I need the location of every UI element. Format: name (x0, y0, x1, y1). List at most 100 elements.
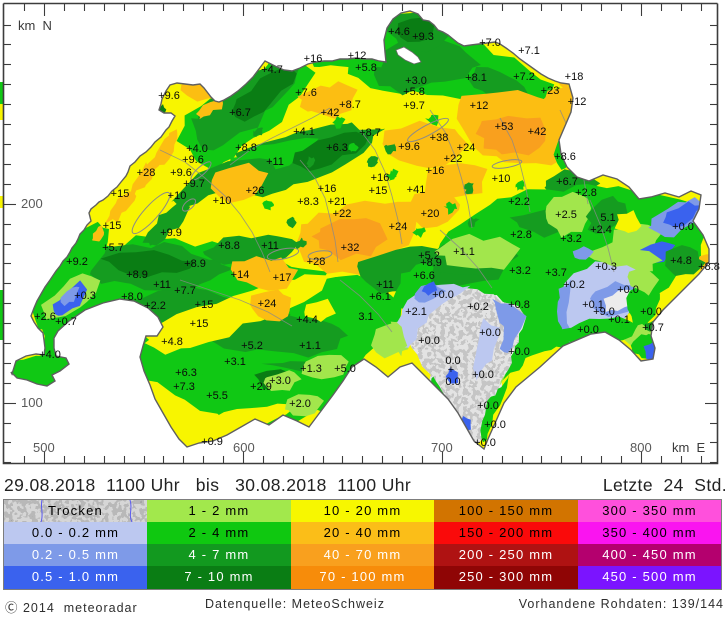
svg-text:+0.7: +0.7 (642, 322, 664, 334)
svg-text:+0.0: +0.0 (672, 221, 694, 233)
svg-text:+8.0: +8.0 (121, 291, 143, 303)
svg-text:+8.3: +8.3 (297, 196, 319, 208)
svg-text:+18: +18 (565, 71, 584, 83)
svg-text:0.0: 0.0 (445, 355, 460, 367)
svg-text:+4.8: +4.8 (161, 336, 183, 348)
svg-text:+11: +11 (261, 240, 279, 252)
svg-text:+24: +24 (258, 298, 277, 310)
svg-text:+21: +21 (328, 196, 347, 208)
svg-text:+8.7: +8.7 (339, 99, 361, 111)
svg-text:+0.0: +0.0 (479, 327, 501, 339)
svg-text:+3.0: +3.0 (269, 375, 291, 387)
svg-text:+15: +15 (103, 220, 122, 232)
svg-text:700: 700 (431, 440, 453, 455)
svg-text:+16: +16 (318, 183, 337, 195)
svg-text:+0.0: +0.0 (432, 289, 454, 301)
svg-text:+3.2: +3.2 (560, 233, 582, 245)
svg-text:+10: +10 (492, 173, 511, 185)
svg-text:+20: +20 (421, 208, 440, 220)
svg-text:+5.2: +5.2 (418, 250, 440, 262)
svg-text:+3.2: +3.2 (509, 265, 531, 277)
svg-text:+2.9: +2.9 (250, 381, 272, 393)
svg-text:+0.0: +0.0 (484, 419, 506, 431)
svg-text:+7.2: +7.2 (513, 71, 535, 83)
svg-text:+5.5: +5.5 (206, 390, 228, 402)
svg-text:+9.3: +9.3 (412, 31, 434, 43)
svg-text:+2.8: +2.8 (510, 229, 532, 241)
svg-text:+7.6: +7.6 (295, 87, 317, 99)
svg-text:+4.0: +4.0 (186, 143, 208, 155)
svg-text:+1.1: +1.1 (453, 246, 475, 258)
svg-text:+0.0: +0.0 (640, 306, 662, 318)
svg-text:+9.2: +9.2 (66, 256, 88, 268)
svg-text:+5.8: +5.8 (355, 62, 377, 74)
svg-text:+0.0: +0.0 (577, 324, 599, 336)
svg-text:+42: +42 (528, 126, 547, 138)
svg-text:+32: +32 (341, 242, 360, 254)
svg-text:+26: +26 (246, 185, 265, 197)
svg-text:+1.1: +1.1 (299, 340, 321, 352)
svg-text:+0.2: +0.2 (467, 301, 489, 313)
svg-text:+8.1: +8.1 (465, 72, 487, 84)
svg-text:+3.7: +3.7 (545, 267, 567, 279)
svg-text:+9.7: +9.7 (403, 100, 425, 112)
svg-text:+0.1: +0.1 (608, 314, 630, 326)
svg-text:+3.1: +3.1 (224, 356, 246, 368)
svg-text:+23: +23 (541, 85, 560, 97)
svg-text:+5.8: +5.8 (403, 86, 425, 98)
svg-text:+8.7: +8.7 (359, 127, 381, 139)
svg-text:+9.9: +9.9 (160, 227, 182, 239)
svg-text:5.1: 5.1 (600, 212, 615, 224)
svg-text:+6.1: +6.1 (369, 291, 391, 303)
svg-text:+0.3: +0.3 (595, 261, 617, 273)
svg-text:+16: +16 (371, 172, 390, 184)
svg-text:+28: +28 (137, 167, 156, 179)
svg-text:0.0: 0.0 (445, 376, 460, 388)
svg-text:+6.7: +6.7 (556, 176, 578, 188)
svg-text:+12: +12 (348, 50, 367, 62)
svg-text:+4.8: +4.8 (670, 255, 692, 267)
svg-text:+12: +12 (568, 96, 587, 108)
svg-text:+0.0: +0.0 (418, 335, 440, 347)
svg-text:+0.1: +0.1 (582, 299, 604, 311)
svg-text:+9.6: +9.6 (398, 141, 420, 153)
svg-text:+2.2: +2.2 (144, 300, 166, 312)
svg-text:+2.4: +2.4 (590, 224, 612, 236)
svg-text:+7.1: +7.1 (518, 45, 540, 57)
svg-text:+11: +11 (153, 279, 171, 291)
svg-text:+0.9: +0.9 (201, 436, 223, 448)
svg-text:+10: +10 (168, 190, 187, 202)
svg-text:+4.1: +4.1 (293, 126, 315, 138)
svg-text:+2.1: +2.1 (405, 306, 427, 318)
svg-text:+8.9: +8.9 (184, 258, 206, 270)
svg-text:+8.9: +8.9 (420, 257, 442, 269)
svg-text:+8.6: +8.6 (554, 151, 576, 163)
svg-text:+0.8: +0.8 (508, 299, 530, 311)
svg-text:+12: +12 (470, 100, 489, 112)
svg-text:+7.7: +7.7 (174, 285, 196, 297)
svg-text:200: 200 (21, 196, 43, 211)
svg-text:+0.0: +0.0 (477, 400, 499, 412)
svg-text:800: 800 (630, 440, 652, 455)
svg-text:+6.6: +6.6 (413, 270, 435, 282)
svg-text:+4.4: +4.4 (296, 314, 318, 326)
svg-text:+2.0: +2.0 (289, 398, 311, 410)
svg-text:+42: +42 (321, 107, 340, 119)
svg-text:+1.3: +1.3 (300, 363, 322, 375)
svg-text:+6.7: +6.7 (229, 107, 251, 119)
svg-text:km N: km N (18, 18, 52, 33)
svg-text:+7.0: +7.0 (479, 37, 501, 49)
svg-text:+16: +16 (304, 53, 323, 65)
svg-text:+14: +14 (231, 269, 250, 281)
svg-text:100: 100 (21, 395, 43, 410)
svg-text:+28: +28 (307, 256, 326, 268)
svg-text:+8.8: +8.8 (218, 240, 240, 252)
svg-text:+4.0: +4.0 (39, 349, 61, 361)
svg-text:+4.7: +4.7 (261, 64, 283, 76)
svg-text:+2.5: +2.5 (555, 209, 577, 221)
svg-text:+24: +24 (389, 221, 408, 233)
svg-text:+0.3: +0.3 (74, 290, 96, 302)
svg-text:+11: +11 (266, 156, 284, 168)
svg-text:+16: +16 (426, 165, 445, 177)
svg-text:+4.6: +4.6 (388, 26, 410, 38)
